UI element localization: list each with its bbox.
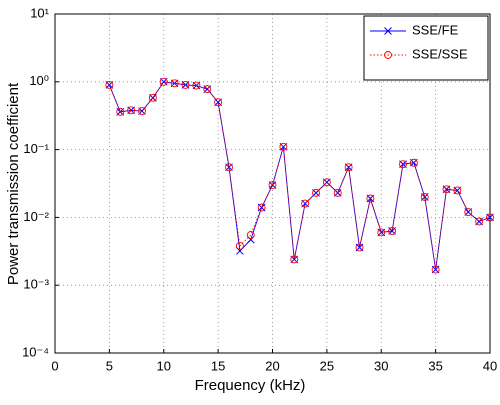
marker — [366, 194, 375, 203]
x-tick-label: 5 — [106, 358, 113, 373]
x-tick-label: 25 — [320, 358, 334, 373]
x-tick-label: 35 — [428, 358, 442, 373]
marker — [203, 85, 212, 94]
marker — [312, 188, 320, 197]
x-tick-label: 40 — [483, 358, 497, 373]
marker — [246, 231, 255, 239]
marker — [301, 199, 310, 208]
marker — [486, 213, 494, 222]
y-tick-label: 10⁻⁴ — [22, 344, 49, 359]
marker — [192, 81, 201, 90]
marker — [399, 160, 407, 169]
marker — [225, 163, 233, 172]
marker — [214, 98, 223, 107]
marker — [409, 158, 418, 167]
marker — [420, 193, 429, 201]
marker — [344, 163, 353, 172]
plot-frame — [54, 13, 491, 354]
y-tick-label: 10⁰ — [29, 73, 49, 88]
marker — [333, 188, 342, 197]
x-tick-label: 15 — [211, 358, 225, 373]
x-tick-label: 20 — [265, 358, 279, 373]
marker — [355, 243, 364, 252]
marker — [257, 203, 266, 212]
marker — [384, 51, 392, 59]
marker — [384, 27, 392, 35]
marker — [170, 79, 179, 88]
marker — [475, 217, 484, 226]
marker — [290, 255, 299, 264]
marker — [442, 185, 451, 194]
marker — [464, 208, 473, 216]
marker — [322, 178, 331, 187]
marker — [279, 142, 288, 151]
marker — [235, 241, 244, 250]
legend: SSE/FE SSE/SSE — [363, 15, 489, 81]
legend-label: SSE/FE — [412, 22, 459, 37]
marker — [388, 227, 397, 235]
marker — [159, 77, 168, 86]
x-tick-label: 0 — [51, 358, 58, 373]
marker — [138, 107, 146, 116]
marker — [127, 106, 136, 115]
y-tick-label: 10⁻² — [23, 209, 49, 224]
marker — [453, 186, 462, 195]
marker — [181, 80, 190, 89]
marker — [431, 265, 440, 274]
y-axis-label: Power transmission coefficient — [5, 82, 22, 285]
marker — [268, 181, 277, 190]
marker — [116, 107, 125, 116]
x-tick-label: 30 — [374, 358, 388, 373]
marker — [377, 228, 386, 237]
x-axis-label: Frequency (kHz) — [195, 377, 306, 394]
y-tick-label: 10⁻¹ — [23, 141, 49, 156]
legend-box — [363, 15, 489, 81]
y-tick-label: 10⁻³ — [23, 277, 49, 292]
legend-label: SSE/SSE — [412, 46, 468, 61]
x-tick-label: 10 — [157, 358, 171, 373]
y-tick-label: 10¹ — [30, 5, 49, 20]
marker — [105, 80, 114, 89]
marker — [148, 93, 157, 102]
series-line — [108, 81, 491, 270]
